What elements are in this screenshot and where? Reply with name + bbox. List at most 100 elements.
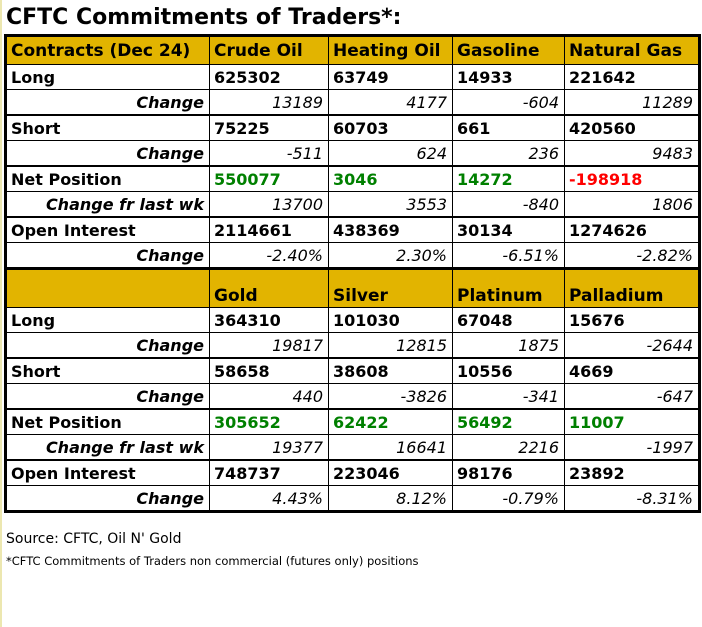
value-cell: -647 [564, 383, 700, 410]
metric-label-cell: Long [5, 307, 210, 333]
table-row: Short 58658 38608 10556 4669 [5, 357, 700, 384]
page-title: CFTC Commitments of Traders*: [6, 5, 402, 30]
table-row: Net Position 550077 3046 14272 -198918 [5, 165, 700, 192]
value-cell: 13189 [209, 89, 329, 116]
value-cell: -511 [209, 140, 329, 167]
value-cell: 624 [328, 140, 453, 167]
value-cell: 9483 [564, 140, 700, 167]
value-cell: 440 [209, 383, 329, 410]
value-cell: 63749 [328, 64, 453, 90]
value-cell: -341 [452, 383, 565, 410]
value-cell: 364310 [209, 307, 329, 333]
metric-label-cell: Long [5, 64, 210, 90]
value-cell: 1875 [452, 332, 565, 359]
value-cell: -2.82% [564, 242, 700, 269]
metric-label-cell: Short [5, 114, 210, 141]
value-cell: 305652 [209, 408, 329, 435]
value-cell: 8.12% [328, 485, 453, 512]
left-edge-strip [0, 0, 2, 627]
metric-label-cell: Open Interest [5, 216, 210, 243]
value-cell: 75225 [209, 114, 329, 141]
table-row: Change 19817 12815 1875 -2644 [5, 332, 700, 359]
value-cell: -6.51% [452, 242, 565, 269]
footer: Source: CFTC, Oil N' Gold *CFTC Commitme… [6, 531, 702, 568]
change-label-cell: Change fr last wk [5, 434, 210, 461]
value-cell: 4.43% [209, 485, 329, 512]
metric-label-cell: Net Position [5, 408, 210, 435]
change-label-cell: Change [5, 485, 210, 512]
value-cell: 4177 [328, 89, 453, 116]
change-label-cell: Change fr last wk [5, 191, 210, 218]
value-cell: 420560 [564, 114, 700, 141]
value-cell: -3826 [328, 383, 453, 410]
change-label-cell: Change [5, 140, 210, 167]
value-cell: 11007 [564, 408, 700, 435]
value-cell: 625302 [209, 64, 329, 90]
value-cell: 2.30% [328, 242, 453, 269]
value-cell: 19817 [209, 332, 329, 359]
value-cell: 3553 [328, 191, 453, 218]
column-header: Palladium [564, 267, 700, 308]
value-cell: -604 [452, 89, 565, 116]
value-cell: 15676 [564, 307, 700, 333]
cot-table-body: Contracts (Dec 24) Crude Oil Heating Oil Ga… [5, 35, 700, 512]
corner-header [5, 267, 210, 308]
value-cell: 16641 [328, 434, 453, 461]
table-row: Long 625302 63749 14933 221642 [5, 64, 700, 90]
value-cell: -840 [452, 191, 565, 218]
column-header: Natural Gas [564, 35, 700, 65]
value-cell: 38608 [328, 357, 453, 384]
table-row: Change -511 624 236 9483 [5, 140, 700, 167]
value-cell: -1997 [564, 434, 700, 461]
table-row: Open Interest 2114661 438369 30134 1274626 [5, 216, 700, 243]
value-cell: 223046 [328, 459, 453, 486]
value-cell: 101030 [328, 307, 453, 333]
table-row: Change 13189 4177 -604 11289 [5, 89, 700, 116]
table-row: Change 440 -3826 -341 -647 [5, 383, 700, 410]
value-cell: 62422 [328, 408, 453, 435]
table-row: Change 4.43% 8.12% -0.79% -8.31% [5, 485, 700, 512]
change-label-cell: Change [5, 332, 210, 359]
corner-header: Contracts (Dec 24) [5, 35, 210, 65]
table-row: Net Position 305652 62422 56492 11007 [5, 408, 700, 435]
value-cell: 14272 [452, 165, 565, 192]
value-cell: 3046 [328, 165, 453, 192]
metric-label-cell: Net Position [5, 165, 210, 192]
metric-label-cell: Open Interest [5, 459, 210, 486]
value-cell: -198918 [564, 165, 700, 192]
value-cell: 14933 [452, 64, 565, 90]
value-cell: 661 [452, 114, 565, 141]
value-cell: 12815 [328, 332, 453, 359]
change-label-cell: Change [5, 383, 210, 410]
cot-table: Contracts (Dec 24) Crude Oil Heating Oil Ga… [4, 34, 701, 513]
value-cell: 11289 [564, 89, 700, 116]
column-header: Platinum [452, 267, 565, 308]
value-cell: 30134 [452, 216, 565, 243]
value-cell: 550077 [209, 165, 329, 192]
value-cell: 23892 [564, 459, 700, 486]
column-header: Gasoline [452, 35, 565, 65]
section-1-header-row: Contracts (Dec 24) Crude Oil Heating Oil Ga… [5, 35, 700, 65]
value-cell: -2644 [564, 332, 700, 359]
value-cell: 1806 [564, 191, 700, 218]
value-cell: 748737 [209, 459, 329, 486]
value-cell: 13700 [209, 191, 329, 218]
value-cell: 221642 [564, 64, 700, 90]
value-cell: 98176 [452, 459, 565, 486]
table-row: Short 75225 60703 661 420560 [5, 114, 700, 141]
column-header: Gold [209, 267, 329, 308]
value-cell: -8.31% [564, 485, 700, 512]
value-cell: 60703 [328, 114, 453, 141]
value-cell: 10556 [452, 357, 565, 384]
column-header: Heating Oil [328, 35, 453, 65]
table-row: Change -2.40% 2.30% -6.51% -2.82% [5, 242, 700, 269]
footnote-text: *CFTC Commitments of Traders non commerc… [6, 554, 419, 568]
change-label-cell: Change [5, 242, 210, 269]
section-2-header-row: Gold Silver Platinum Palladium [5, 267, 700, 308]
column-header: Crude Oil [209, 35, 329, 65]
table-row: Change fr last wk 19377 16641 2216 -1997 [5, 434, 700, 461]
table-row: Change fr last wk 13700 3553 -840 1806 [5, 191, 700, 218]
change-label-cell: Change [5, 89, 210, 116]
value-cell: 2114661 [209, 216, 329, 243]
